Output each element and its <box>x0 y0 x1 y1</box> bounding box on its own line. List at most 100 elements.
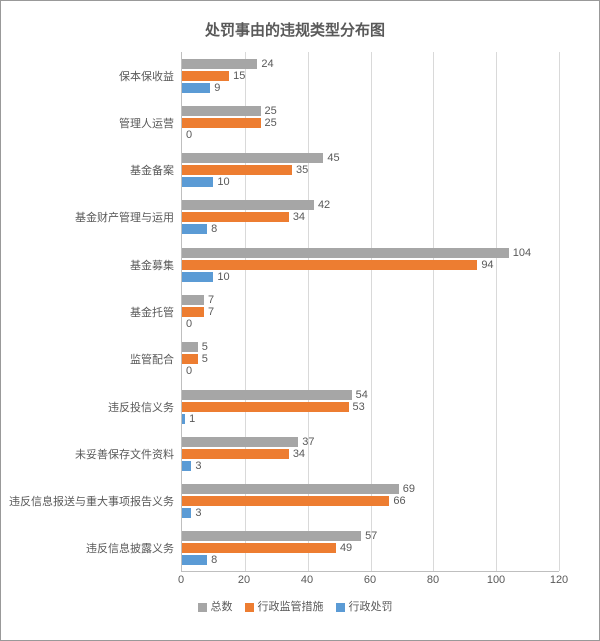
bar: 5 <box>182 342 198 352</box>
bar-value-label: 54 <box>352 389 368 401</box>
chart-container: 处罚事由的违规类型分布图 保本保收益24159管理人运营25250基金备案453… <box>0 0 600 641</box>
category-group: 管理人运营25250 <box>182 106 559 140</box>
bar: 24 <box>182 59 257 69</box>
category-label: 管理人运营 <box>7 115 182 131</box>
bar-value-label: 66 <box>389 495 405 507</box>
bar: 25 <box>182 118 261 128</box>
category-group: 基金备案453510 <box>182 153 559 187</box>
bar: 94 <box>182 260 477 270</box>
bar: 10 <box>182 177 213 187</box>
category-group: 违反投信义务54531 <box>182 390 559 424</box>
category-group: 未妥善保存文件资料37343 <box>182 437 559 471</box>
category-group: 违反信息报送与重大事项报告义务69663 <box>182 484 559 518</box>
bar: 104 <box>182 248 509 258</box>
category-group: 基金财产管理与运用42348 <box>182 200 559 234</box>
bar: 69 <box>182 484 399 494</box>
bar: 45 <box>182 153 323 163</box>
category-label: 基金托管 <box>7 304 182 320</box>
bar: 9 <box>182 83 210 93</box>
x-tick-label: 0 <box>178 574 184 586</box>
bar-value-label: 3 <box>191 460 201 472</box>
bar-value-label: 10 <box>213 271 229 283</box>
bar: 10 <box>182 272 213 282</box>
category-label: 保本保收益 <box>7 68 182 84</box>
category-label: 监管配合 <box>7 351 182 367</box>
bar: 15 <box>182 71 229 81</box>
bar: 34 <box>182 449 289 459</box>
gridline <box>559 52 560 571</box>
bar-value-label: 0 <box>182 318 192 330</box>
bar-value-label: 49 <box>336 542 352 554</box>
bar: 7 <box>182 307 204 317</box>
legend-item: 行政监管措施 <box>245 598 324 614</box>
category-label: 未妥善保存文件资料 <box>7 446 182 462</box>
category-label: 基金募集 <box>7 257 182 273</box>
bar-value-label: 24 <box>257 58 273 70</box>
bar-value-label: 53 <box>349 401 365 413</box>
bar-value-label: 8 <box>207 223 217 235</box>
bar: 57 <box>182 531 361 541</box>
bar-value-label: 25 <box>261 105 277 117</box>
legend-item: 行政处罚 <box>336 598 393 614</box>
bar: 37 <box>182 437 298 447</box>
x-tick-label: 80 <box>427 574 439 586</box>
bar-value-label: 35 <box>292 164 308 176</box>
legend-label: 总数 <box>211 601 233 613</box>
bar: 42 <box>182 200 314 210</box>
bar-value-label: 42 <box>314 199 330 211</box>
bar-value-label: 34 <box>289 448 305 460</box>
bar: 8 <box>182 555 207 565</box>
category-label: 违反投信义务 <box>7 399 182 415</box>
bar: 5 <box>182 354 198 364</box>
category-group: 违反信息披露义务57498 <box>182 531 559 565</box>
bar-value-label: 0 <box>182 365 192 377</box>
bar-value-label: 25 <box>261 117 277 129</box>
x-tick-label: 100 <box>487 574 505 586</box>
bar-value-label: 8 <box>207 554 217 566</box>
category-group: 基金托管770 <box>182 295 559 329</box>
plot-area: 保本保收益24159管理人运营25250基金备案453510基金财产管理与运用4… <box>181 52 559 572</box>
category-group: 监管配合550 <box>182 342 559 376</box>
bar-value-label: 37 <box>298 436 314 448</box>
bar-value-label: 5 <box>198 353 208 365</box>
category-group: 基金募集1049410 <box>182 248 559 282</box>
bar: 1 <box>182 414 185 424</box>
bar-value-label: 5 <box>198 341 208 353</box>
category-label: 基金备案 <box>7 162 182 178</box>
category-group: 保本保收益24159 <box>182 59 559 93</box>
legend-swatch <box>245 603 254 612</box>
x-tick-label: 60 <box>364 574 376 586</box>
legend: 总数 行政监管措施 行政处罚 <box>6 598 584 614</box>
bar-value-label: 94 <box>477 259 493 271</box>
bar-value-label: 69 <box>399 483 415 495</box>
bar-value-label: 1 <box>185 413 195 425</box>
bar: 66 <box>182 496 389 506</box>
bar-value-label: 7 <box>204 294 214 306</box>
bar: 34 <box>182 212 289 222</box>
bar-value-label: 3 <box>191 507 201 519</box>
bar: 54 <box>182 390 352 400</box>
bar: 3 <box>182 461 191 471</box>
chart-title: 处罚事由的违规类型分布图 <box>6 19 584 40</box>
legend-swatch <box>198 603 207 612</box>
bar: 8 <box>182 224 207 234</box>
bar: 49 <box>182 543 336 553</box>
legend-label: 行政处罚 <box>349 601 393 613</box>
bar-value-label: 0 <box>182 129 192 141</box>
x-tick-label: 120 <box>550 574 568 586</box>
category-label: 违反信息披露义务 <box>7 540 182 556</box>
bar: 25 <box>182 106 261 116</box>
bar-value-label: 10 <box>213 176 229 188</box>
bar-value-label: 7 <box>204 306 214 318</box>
bar-value-label: 15 <box>229 70 245 82</box>
legend-label: 行政监管措施 <box>258 601 324 613</box>
bar: 3 <box>182 508 191 518</box>
category-label: 违反信息报送与重大事项报告义务 <box>7 493 182 509</box>
x-tick-label: 40 <box>301 574 313 586</box>
legend-swatch <box>336 603 345 612</box>
bar-value-label: 34 <box>289 211 305 223</box>
bar: 53 <box>182 402 349 412</box>
bar-value-label: 104 <box>509 247 531 259</box>
x-axis: 020406080100120 <box>181 572 559 592</box>
legend-item: 总数 <box>198 598 233 614</box>
